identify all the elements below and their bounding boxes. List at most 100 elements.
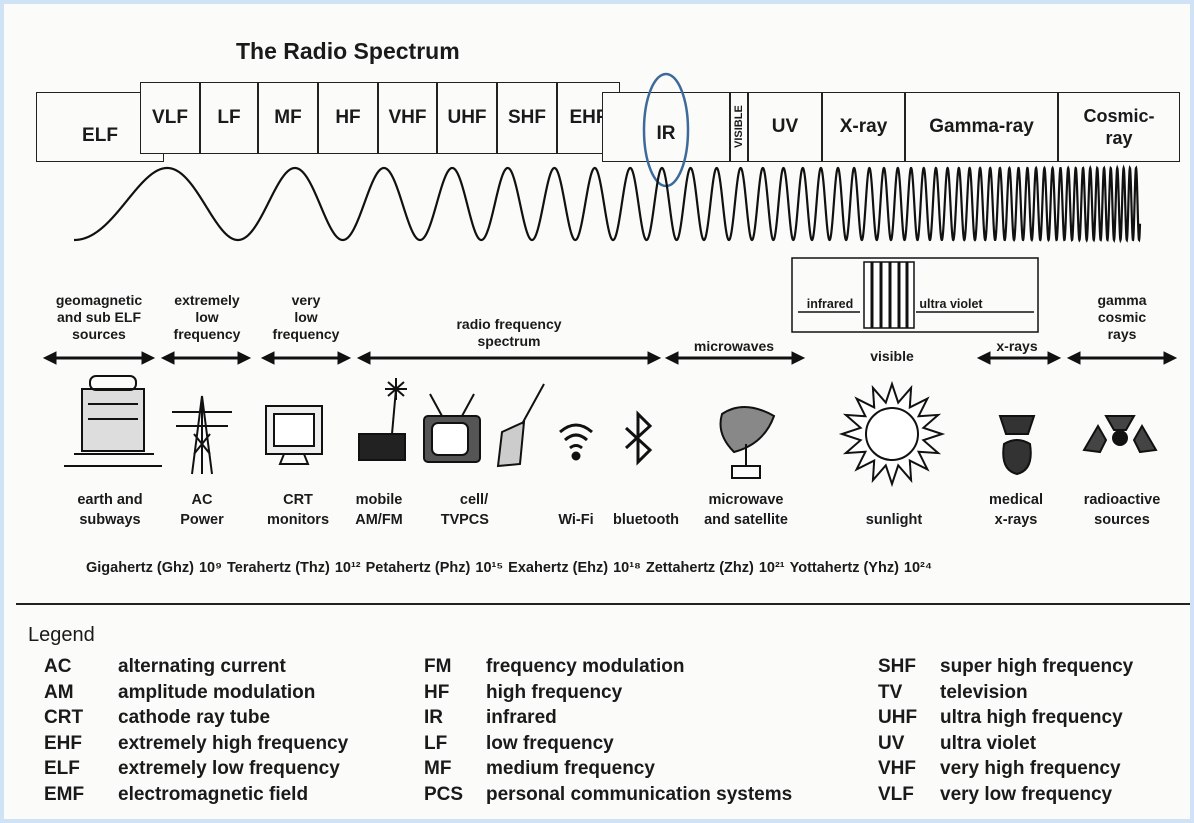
bluetooth-icon (624, 410, 653, 466)
legend-title: Legend (28, 624, 95, 646)
light-box-label: infrared (806, 297, 854, 311)
source-label: bluetooth (612, 512, 680, 528)
frequency-unit: Petahertz (Phz) (365, 560, 471, 576)
radiation-icon (1082, 415, 1158, 454)
legend-abbreviation: MF (424, 758, 452, 780)
light-box-label: ultra violet (919, 297, 983, 311)
range-label: x-rays (996, 338, 1038, 354)
radiation-icon (1104, 415, 1136, 431)
monitor-icon (278, 453, 310, 465)
radiation-icon (1082, 424, 1108, 454)
icons (64, 375, 1158, 488)
legend-abbreviation: LF (424, 732, 448, 754)
range-arrow (1047, 351, 1062, 365)
legend-abbreviation: UV (878, 732, 905, 754)
source-label: AC Power (180, 492, 224, 528)
band-label: VISIBLE (730, 92, 748, 162)
legend-definition: electromagnetic field (118, 784, 309, 805)
source-label: medical x-rays (989, 492, 1043, 528)
legend-definition: personal communication systems (486, 784, 793, 805)
legend-definition: infrared (486, 707, 557, 729)
frequency-unit: Gigahertz (Ghz) (86, 560, 194, 576)
band-label: VHF (378, 82, 437, 154)
wifi-icon (559, 423, 593, 461)
frequency-power: 10²⁴ (903, 560, 933, 576)
radiation-icon (1132, 424, 1158, 454)
band-label: SHF (497, 82, 557, 154)
frequency-unit: Yottahertz (Yhz) (789, 560, 899, 576)
legend-abbreviation: SHF (878, 656, 916, 677)
legend-definition: extremely low frequency (118, 758, 340, 780)
sun-icon (838, 380, 946, 488)
legend-abbreviation: EMF (44, 784, 85, 805)
frequency-unit: Zettahertz (Zhz) (645, 560, 754, 576)
legend-definition: low frequency (486, 732, 614, 754)
band-label: HF (318, 82, 378, 154)
source-label: Wi-Fi (558, 512, 594, 528)
range-label: radio frequency spectrum (456, 316, 562, 349)
monitor-icon (273, 413, 315, 447)
band-label: MF (258, 82, 318, 154)
train-icon (89, 375, 137, 391)
legend-abbreviation: CRT (44, 707, 84, 729)
legend-definition: very low frequency (940, 784, 1113, 805)
wifi-icon (571, 451, 581, 461)
source-label: TV (440, 512, 460, 528)
range-label: very low frequency (272, 292, 340, 342)
dish-icon (731, 444, 761, 479)
legend-abbreviation: VHF (878, 758, 916, 780)
tower-icon (172, 395, 232, 475)
tower-icon (172, 395, 232, 475)
frequency-unit: Exahertz (Ehz) (508, 560, 609, 576)
source-label: radioactive sources (1083, 492, 1161, 528)
legend-definition: very high frequency (940, 758, 1121, 780)
dish-icon (719, 406, 776, 454)
range-label: extremely low frequency (173, 292, 241, 342)
frequency-power: 10⁹ (198, 560, 222, 576)
light-box (791, 257, 1039, 333)
range-arrow (976, 351, 991, 365)
light-box (791, 257, 1039, 333)
frequency-power: 10¹⁵ (475, 560, 504, 576)
train-icon (64, 375, 162, 467)
legend-definition: medium frequency (486, 758, 655, 780)
wave (74, 164, 1142, 244)
legend-abbreviation: ELF (44, 758, 80, 780)
range-arrow (42, 351, 57, 365)
legend-definition: ultra high frequency (940, 707, 1123, 729)
legend-abbreviation: EHF (44, 732, 82, 754)
range-arrow (237, 351, 252, 365)
legend-abbreviation: PCS (424, 784, 464, 805)
band-label: X-ray (822, 92, 905, 162)
tv-icon (429, 393, 475, 417)
sun-icon (865, 407, 919, 461)
source-label: earth and subways (77, 492, 143, 528)
wifi-icon (559, 423, 593, 450)
range-label: gamma cosmic rays (1097, 292, 1147, 342)
bluetooth-icon (624, 410, 653, 466)
legend-definition: extremely high frequency (118, 732, 349, 754)
radio-icon (385, 378, 407, 400)
xray-icon (1002, 439, 1032, 476)
frequency-scale: Gigahertz (Ghz) 10⁹ Terahertz (Thz) 10¹² Pet… (86, 560, 937, 576)
legend-abbreviation: AC (44, 656, 72, 677)
source-label: sunlight (865, 512, 923, 528)
range-arrow (160, 351, 175, 365)
band-label: VLF (140, 82, 200, 154)
legend-definition: super high frequency (940, 656, 1134, 677)
range-label: geomagnetic and sub ELF sources (55, 292, 143, 342)
legend-definition: high frequency (486, 681, 623, 703)
frequency-power: 10¹⁸ (613, 560, 641, 576)
tv-icon (431, 422, 469, 456)
source-label: mobile AM/FM (355, 492, 403, 528)
range-arrow (260, 351, 275, 365)
source-label: cell/ PCS (459, 492, 489, 528)
legend-abbreviation: IR (424, 707, 443, 729)
tv-icon (423, 393, 481, 463)
legend-abbreviation: HF (424, 681, 450, 703)
band-label: Gamma-ray (905, 92, 1058, 162)
legend-definition: alternating current (118, 656, 286, 677)
range-label: visible (870, 348, 914, 364)
band-label: LF (200, 82, 258, 154)
